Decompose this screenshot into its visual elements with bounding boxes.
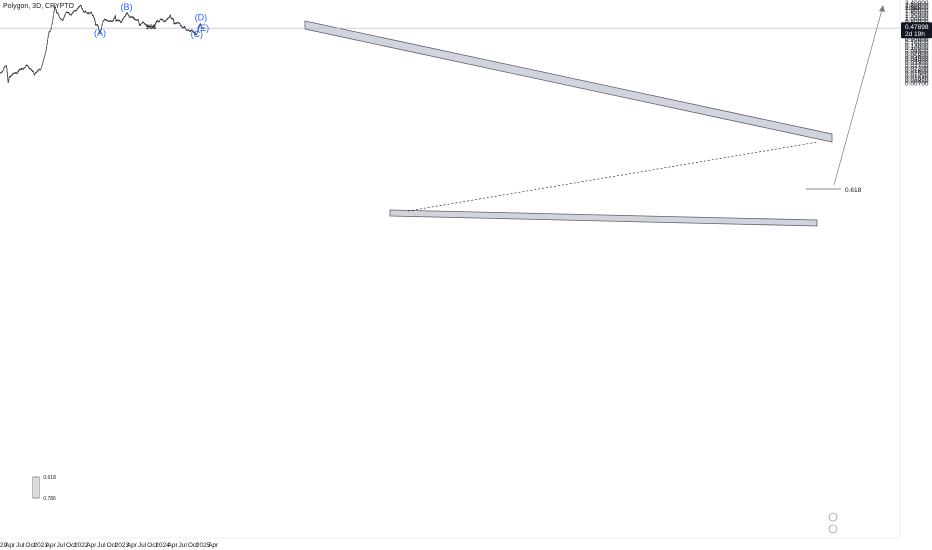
y-tick-label: 0.01500 [905, 71, 929, 78]
x-tick-label: Jul [97, 542, 106, 549]
wave-label: (B) [121, 2, 133, 12]
lower-trendline-band [389, 209, 818, 227]
y-tick-label: 2.30000 [905, 5, 929, 12]
y-tick-label: 0.08500 [905, 48, 929, 55]
y-tick-label: 0.01250 [905, 73, 929, 80]
projection-arrow-line [833, 5, 884, 186]
wave-label: (A) [94, 28, 106, 38]
y-tick-label: 0.00850 [905, 78, 929, 85]
candles-layer [0, 4, 205, 83]
fib-level-label: 0.618 [845, 187, 862, 194]
x-tick-label: 2020 [0, 542, 8, 549]
x-tick-label: Apr [86, 542, 97, 549]
x-tick-label: Jul [138, 542, 147, 549]
x-tick-label: Oct [107, 542, 117, 549]
x-tick-label: 2024 [155, 542, 170, 549]
y-tick-label: 0.04800 [905, 55, 929, 62]
calendar-icon [828, 524, 838, 534]
y-tick-label: 1.00000 [905, 16, 929, 23]
x-tick-label: Apr [127, 542, 138, 549]
x-tick-label: Apr [46, 542, 57, 549]
wave-labels: (A) (B) (C) (D)(E) [94, 2, 209, 39]
y-tick-label: 0.02700 [905, 63, 929, 70]
x-tick-label: 2023 [115, 542, 130, 549]
y-tick-label: 0.10500 [905, 45, 929, 52]
y-tick-label: 0.20000 [905, 37, 929, 44]
fib-box-label: 0.618 [43, 475, 56, 481]
y-tick-label: 0.07000 [905, 50, 929, 57]
x-tick-label: Jul [57, 542, 66, 549]
x-tick-label: 2025 [196, 542, 211, 549]
dotted-trendline [407, 141, 819, 212]
lightning-icon [828, 512, 838, 522]
y-tick-label: 0.03300 [905, 60, 929, 67]
y-tick-label: 0.05800 [905, 53, 929, 60]
y-tick-label: 1.90000 [905, 7, 929, 14]
currency-label: USD [906, 5, 920, 12]
wave-label: (C) [191, 29, 204, 39]
x-tick-label: 2021 [33, 542, 48, 549]
countdown-text: 2d 19h [905, 31, 925, 38]
x-tick-label: Apr [5, 542, 16, 549]
wave-label: (D) [195, 13, 208, 23]
price-axis-bg [900, 0, 932, 550]
y-tick-label: 0.02200 [905, 66, 929, 73]
y-tick-label: 3.40000 [905, 0, 929, 7]
y-tick-label: 0.16000 [905, 40, 929, 47]
projection-arrowhead [879, 5, 885, 12]
x-tick-label: Jul [179, 542, 188, 549]
upper-trendline-band [304, 20, 833, 143]
last-price-text: 0.47898 [905, 24, 929, 31]
y-tick-label: 0.01800 [905, 68, 929, 75]
y-tick-label: 1.50000 [905, 11, 929, 18]
y-tick-label: 0.01030 [905, 75, 929, 82]
y-tick-label: 0.04000 [905, 58, 929, 65]
liquidity-label: $$$ [146, 24, 157, 31]
y-tick-label: 2.80000 [905, 2, 929, 9]
fib-box-label: 0.786 [43, 496, 56, 502]
chart-header: Polygon, 3D, CRYPTO [3, 3, 74, 10]
x-tick-label: 2022 [74, 542, 89, 549]
x-tick-label: Apr [208, 542, 219, 549]
x-tick-label: Oct [66, 542, 76, 549]
x-tick-label: Oct [147, 542, 157, 549]
y-tick-label: 0.00700 [905, 80, 929, 87]
x-tick-label: Oct [25, 542, 35, 549]
last-price-tag-bg [901, 22, 932, 39]
x-tick-label: Apr [168, 542, 179, 549]
x-tick-label: Jul [16, 542, 25, 549]
wave-label: (E) [197, 23, 209, 33]
y-tick-label: 1.25000 [905, 13, 929, 20]
fib-zone-box [32, 476, 40, 499]
y-tick-label: 0.13000 [905, 42, 929, 49]
annotation-layer: (A) (B) (C) (D)(E) $$$ 0.618 0.618 0.786 [43, 2, 885, 502]
pattern-layer [0, 20, 900, 499]
x-tick-label: Oct [188, 542, 198, 549]
